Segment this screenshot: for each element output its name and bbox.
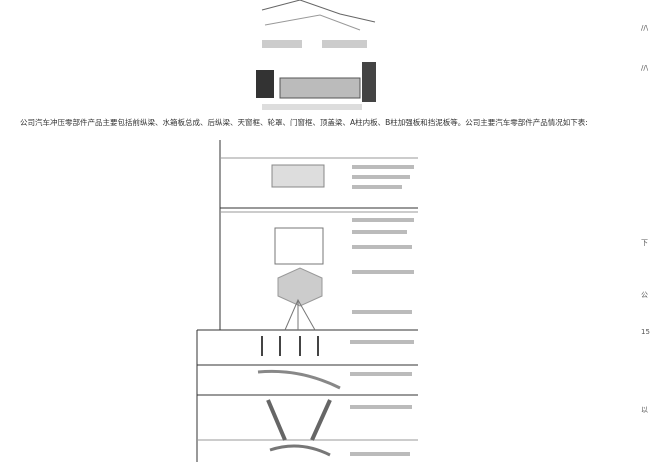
margin-text: 下 [641,239,648,247]
margin-text: //\ [641,24,649,32]
margin-text: 公 [641,291,648,299]
top-image [256,0,376,110]
margin-text: 15 [641,328,650,336]
product-table [196,140,418,462]
margin-text: 以 [641,406,648,414]
paragraph: 公司汽车冲压零部件产品主要包括前纵梁、水箱板总成、后纵梁、天窗框、轮罩、门窗框、… [20,118,588,127]
margin-text: //\ [641,64,649,72]
